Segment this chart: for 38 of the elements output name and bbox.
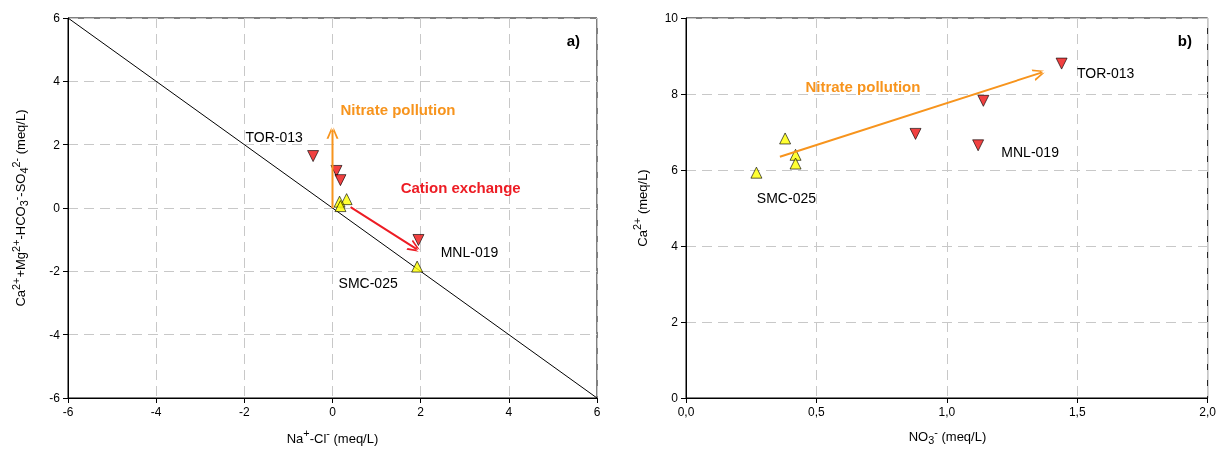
x-tick-label: 1,5 (1068, 405, 1086, 419)
y-tick-label: 0 (53, 201, 61, 215)
annotation: Nitrate pollution (805, 77, 921, 95)
x-tick-label: 0,0 (677, 405, 695, 419)
y-tick-label: 10 (664, 11, 679, 25)
x-tick-label: -2 (239, 405, 250, 419)
y-tick-label: 2 (53, 137, 61, 152)
text: a) (566, 32, 581, 49)
x-tick-label: 0 (329, 405, 337, 419)
x-tick-label: 2 (417, 405, 425, 419)
y-tick-label: 4 (53, 74, 61, 89)
annotation: MNL-019 (440, 243, 499, 260)
annotation: TOR-013 (1076, 64, 1135, 81)
x-tick-label: 1,0 (938, 405, 956, 419)
annotation: SMC-025 (338, 274, 398, 291)
x-tick-label: -4 (150, 405, 162, 419)
x-axis-title: NO$_{3}$$^{-}$ (meq/L) (908, 424, 987, 449)
annotation: TOR-013 (245, 129, 303, 146)
y-tick-label: 2 (671, 315, 679, 329)
y-tick-label: -2 (49, 264, 61, 279)
y-tick-label: 4 (671, 239, 679, 253)
x-tick-label: 0,5 (808, 405, 826, 419)
x-tick-label: -6 (62, 405, 74, 419)
x-tick-label: 6 (593, 405, 601, 419)
annotation: MNL-019 (1001, 144, 1060, 161)
y-tick-label: -6 (49, 391, 61, 405)
y-tick-label: 8 (671, 87, 679, 101)
y-tick-label: 6 (671, 163, 679, 177)
y-tick-label: -4 (49, 327, 61, 342)
annotation: Nitrate pollution (340, 101, 456, 119)
y-tick-label: 0 (671, 391, 679, 405)
x-axis-title: Na$^{+}$-Cl$^{-}$ (meq/L) (286, 426, 379, 448)
x-tick-label: 4 (505, 405, 513, 419)
text: b) (1177, 32, 1193, 49)
x-tick-label: 2,0 (1199, 405, 1217, 419)
annotation: SMC-025 (756, 189, 817, 206)
annotation: Cation exchange (400, 179, 521, 197)
y-tick-label: 6 (53, 11, 61, 25)
